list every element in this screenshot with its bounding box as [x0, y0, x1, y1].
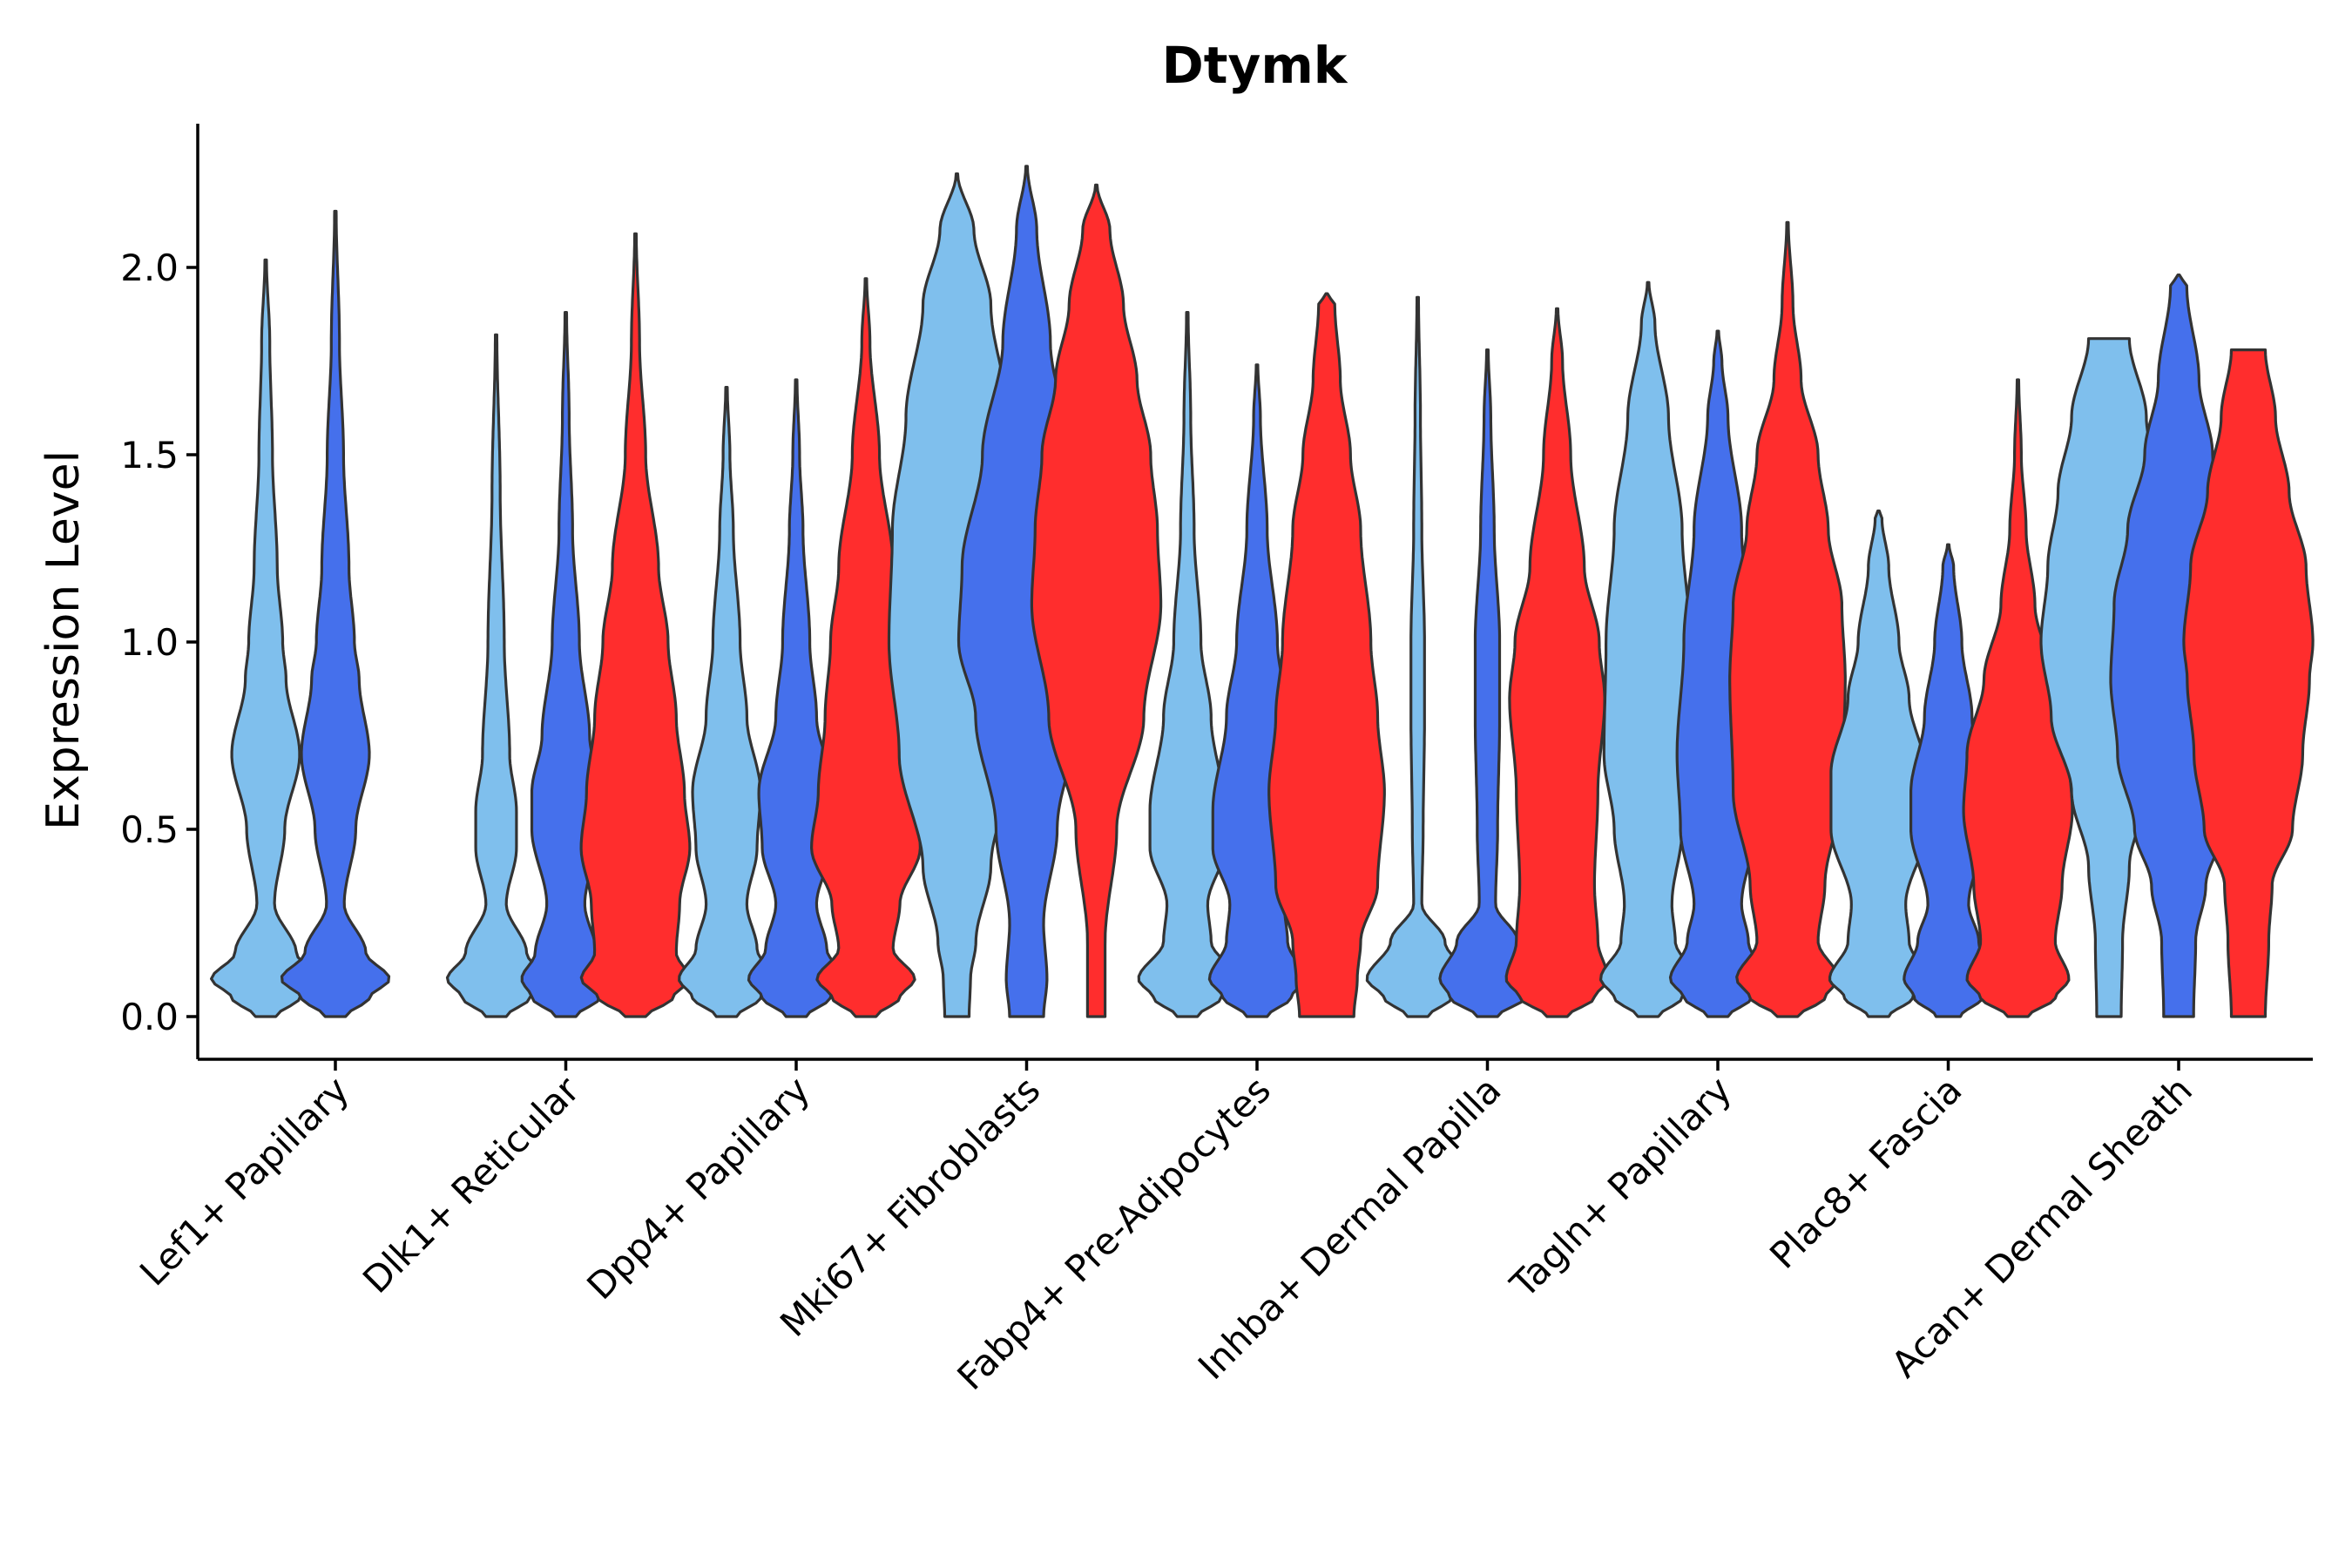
x-tick-label: Mki67+ Fibroblasts: [772, 1068, 1048, 1344]
violin-1: [1137, 311, 1238, 1018]
violin-3: [2182, 348, 2315, 1018]
chart-title: Dtymk: [1162, 36, 1348, 95]
y-tick-label: 0.0: [120, 996, 179, 1038]
violin-3: [1267, 292, 1386, 1018]
violin-2: [280, 209, 391, 1018]
x-tick-label: Dlk1+ Reticular: [355, 1068, 588, 1301]
x-tick-label: Plac8+ Fascia: [1761, 1068, 1970, 1276]
violin-3: [579, 232, 692, 1018]
violin-3: [1504, 307, 1610, 1018]
violin-1: [678, 386, 775, 1018]
y-tick-label: 1.0: [120, 621, 179, 664]
violin-layer: [210, 165, 2315, 1018]
axis-layer: [196, 124, 2313, 1061]
violin-1: [210, 258, 321, 1018]
violin-1: [1828, 509, 1929, 1018]
violin-1: [445, 333, 547, 1018]
y-tick-label: 1.5: [120, 434, 179, 476]
y-ticks: 0.0 0.5 1.0 1.5 2.0: [120, 247, 198, 1038]
violin-3: [1030, 183, 1163, 1018]
x-tick-label: Dpp4+ Papillary: [578, 1068, 818, 1308]
y-tick-label: 0.5: [120, 808, 179, 851]
violin-1: [1598, 280, 1698, 1018]
violin-2: [1438, 348, 1537, 1018]
y-tick-label: 2.0: [120, 247, 179, 289]
x-tick-label: Lef1+ Papillary: [132, 1068, 357, 1294]
violin-3: [1728, 220, 1847, 1018]
x-tick-label: Tagln+ Papillary: [1502, 1068, 1740, 1306]
violin-1: [1365, 295, 1470, 1018]
y-axis-label: Expression Level: [37, 450, 90, 830]
